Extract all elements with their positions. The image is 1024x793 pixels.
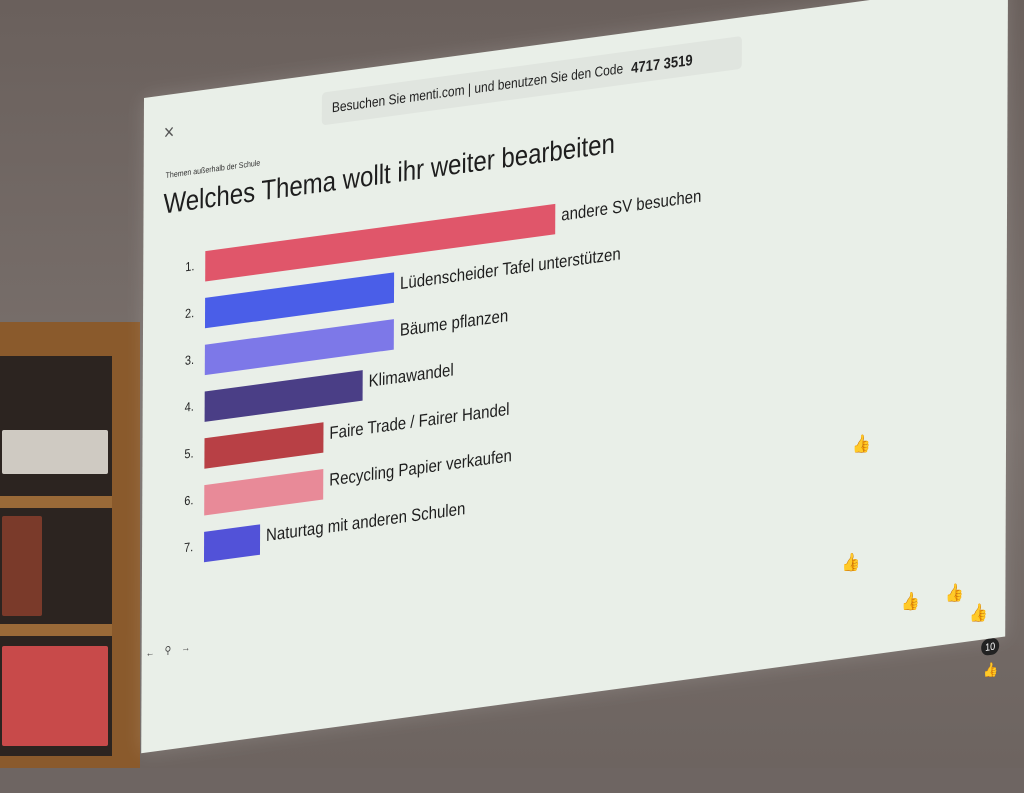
- result-rank: 2.: [185, 306, 194, 321]
- result-rank: 5.: [184, 447, 193, 462]
- book-stack: [2, 430, 108, 474]
- shelf-interior: [0, 356, 112, 756]
- result-bar: [204, 524, 260, 562]
- result-rank: 7.: [184, 540, 193, 555]
- result-label: Faire Trade / Fairer Handel: [329, 399, 509, 443]
- shelf-board: [0, 496, 112, 508]
- result-rank: 6.: [184, 494, 193, 509]
- result-bar: [205, 319, 394, 375]
- projected-slide: × Besuchen Sie menti.com | und benutzen …: [141, 0, 1008, 753]
- result-label: Bäume pflanzen: [400, 306, 508, 341]
- book-row: [2, 516, 42, 616]
- thumbs-up-icon: 👍: [842, 551, 861, 575]
- thumbs-up-icon: 👍: [852, 433, 871, 457]
- result-rank: 1.: [185, 260, 194, 275]
- result-rank: 4.: [185, 400, 194, 415]
- close-icon[interactable]: ×: [164, 120, 175, 146]
- result-bar: [204, 469, 323, 515]
- bookshelf: [0, 322, 140, 768]
- prev-arrow-icon[interactable]: ←: [146, 646, 155, 660]
- thumbs-up-icon: 👍: [969, 601, 988, 625]
- thumbs-up-icon: 👍: [945, 581, 964, 605]
- thumbs-up-icon[interactable]: 👍: [983, 661, 998, 679]
- result-bar: [205, 272, 394, 328]
- thumbs-up-icon: 👍: [901, 590, 920, 614]
- result-label: Recycling Papier verkaufen: [329, 446, 512, 491]
- location-icon[interactable]: ⚲: [165, 644, 172, 658]
- magazine-stack: [2, 646, 108, 746]
- next-arrow-icon[interactable]: →: [181, 641, 190, 655]
- reaction-stream: 👍 👍 👍 👍 👍: [841, 403, 1002, 659]
- result-label: andere SV besuchen: [561, 186, 701, 225]
- join-code: 4717 3519: [631, 50, 693, 76]
- slide-navigation: ← ⚲ →: [146, 641, 191, 660]
- result-rank: 3.: [185, 353, 194, 368]
- result-label: Klimawandel: [369, 360, 454, 391]
- join-instruction: Besuchen Sie menti.com | und benutzen Si…: [332, 60, 623, 116]
- result-bar: [204, 422, 323, 468]
- result-label: Naturtag mit anderen Schulen: [266, 499, 465, 546]
- shelf-board: [0, 624, 112, 636]
- result-bar: [205, 370, 363, 422]
- result-label: Lüdenscheider Tafel unterstützen: [400, 244, 621, 294]
